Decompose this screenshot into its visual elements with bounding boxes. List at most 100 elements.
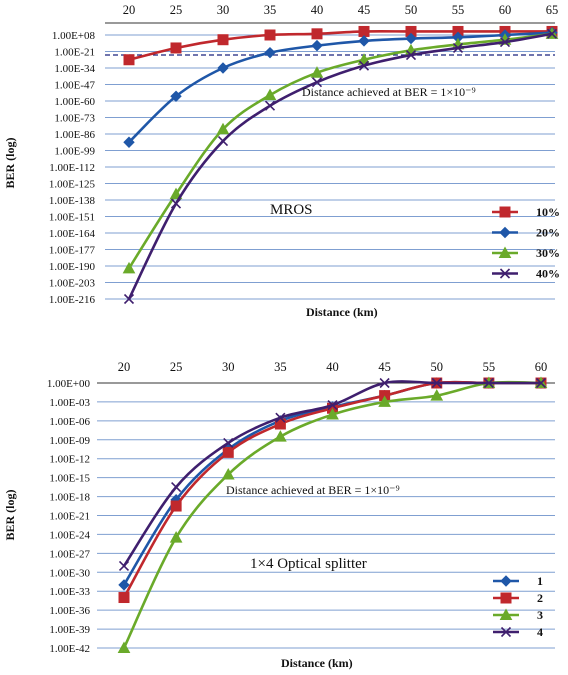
- legend-item: 10%: [492, 205, 560, 219]
- x-tick-label: 20: [118, 360, 131, 374]
- x-tick-label: 40: [311, 3, 324, 17]
- y-tick-label: 1.00E-30: [49, 567, 90, 579]
- legend-label: 3: [537, 608, 543, 622]
- y-tick-label: 1.00E-34: [54, 63, 95, 75]
- y-tick-label: 1.00E-21: [54, 47, 95, 59]
- x-tick-label: 60: [499, 3, 512, 17]
- chart1-xlabel: Distance (km): [306, 305, 378, 319]
- x-tick-label: 30: [217, 3, 230, 17]
- y-tick-label: 1.00E-138: [49, 195, 96, 207]
- chart1-y-ticks: 1.00E+08 1.00E-21 1.00E-34 1.00E-47 1.00E-60…: [49, 30, 96, 306]
- x-tick-label: 30: [222, 360, 235, 374]
- y-tick-label: 1.00E+00: [47, 378, 91, 390]
- y-tick-label: 1.00E-203: [49, 278, 96, 290]
- legend-marker: [499, 268, 511, 279]
- x-tick-label: 45: [358, 3, 371, 17]
- data-point: [274, 430, 287, 442]
- data-point: [118, 560, 130, 572]
- series-line: [127, 32, 553, 270]
- legend-label: 10%: [536, 205, 560, 219]
- y-tick-label: 1.00E-164: [49, 228, 96, 240]
- data-point: [327, 400, 338, 411]
- data-point: [118, 579, 130, 591]
- legend-label: 40%: [536, 267, 560, 281]
- data-point: [264, 100, 276, 111]
- data-point: [483, 377, 494, 389]
- data-point: [217, 34, 229, 46]
- y-tick-label: 1.00E+08: [52, 30, 96, 42]
- data-point: [358, 35, 370, 47]
- legend-label: 30%: [536, 246, 560, 260]
- x-tick-label: 25: [170, 3, 183, 17]
- y-tick-label: 1.00E-125: [49, 179, 96, 191]
- y-tick-label: 1.00E-09: [49, 435, 90, 447]
- legend-marker: [500, 626, 512, 638]
- legend-item: 1: [493, 574, 543, 588]
- chart2-annotation-splitter: 1×4 Optical splitter: [250, 556, 367, 572]
- chart2-xlabel: Distance (km): [281, 656, 353, 670]
- x-tick-label: 20: [123, 3, 136, 17]
- data-point: [217, 136, 229, 147]
- series-10%: [123, 25, 558, 66]
- chart2-legend: 1 2 3 4: [493, 574, 543, 639]
- legend-item: 4: [493, 625, 543, 639]
- legend-label: 2: [537, 591, 543, 605]
- y-tick-label: 1.00E-47: [54, 80, 95, 92]
- legend-item: 30%: [492, 246, 560, 260]
- data-point: [546, 28, 558, 39]
- y-tick-label: 1.00E-06: [49, 416, 90, 428]
- x-tick-label: 55: [452, 3, 465, 17]
- chart2-ylabel: BER (log): [3, 489, 17, 540]
- y-tick-label: 1.00E-216: [49, 294, 96, 306]
- data-point: [122, 261, 136, 274]
- data-point: [223, 437, 234, 449]
- data-point: [170, 42, 182, 54]
- data-point: [170, 198, 182, 209]
- y-tick-label: 1.00E-190: [49, 261, 96, 273]
- y-tick-label: 1.00E-73: [54, 113, 95, 125]
- chart2-series: [117, 376, 548, 653]
- legend-marker: [498, 246, 512, 258]
- y-tick-label: 1.00E-21: [49, 511, 90, 523]
- data-point: [170, 500, 182, 512]
- legend-marker: [499, 226, 511, 239]
- chart-optical-splitter: 20 25 30 35 40 45 50 55 60 1.00E+001.00E-031.00E…: [3, 360, 555, 670]
- data-point: [430, 389, 444, 401]
- x-tick-label: 65: [546, 3, 559, 17]
- data-point: [118, 592, 130, 604]
- chart2-y-ticks: 1.00E+00 1.00E-03 1.00E-06 1.00E-09 1.00E-12…: [47, 378, 91, 655]
- chart1-legend: 10% 20% 30% 40%: [492, 205, 560, 281]
- data-point: [169, 531, 183, 543]
- series-line: [128, 29, 552, 62]
- chart1-annotation-mros: MROS: [270, 202, 313, 218]
- series-4: [118, 377, 547, 572]
- y-tick-label: 1.00E-99: [54, 146, 95, 158]
- y-tick-label: 1.00E-27: [49, 548, 90, 560]
- data-point: [170, 90, 182, 102]
- x-tick-label: 50: [405, 3, 418, 17]
- data-point: [264, 46, 276, 59]
- data-point: [311, 28, 323, 40]
- data-point: [264, 29, 276, 41]
- data-point: [358, 25, 370, 37]
- y-tick-label: 1.00E-33: [49, 586, 90, 598]
- x-tick-label: 45: [378, 360, 391, 374]
- chart2-annotation-ber: Distance achieved at BER = 1×10⁻⁹: [226, 483, 400, 497]
- chart1-series: [122, 25, 559, 305]
- y-tick-label: 1.00E-177: [49, 245, 96, 257]
- x-tick-label: 25: [170, 360, 183, 374]
- x-tick-label: 60: [535, 360, 548, 374]
- legend-marker: [499, 206, 511, 218]
- data-point: [378, 395, 391, 407]
- chart1-annotation-ber: Distance achieved at BER = 1×10⁻⁹: [302, 85, 476, 99]
- legend-item: 20%: [492, 226, 560, 240]
- data-point: [221, 467, 235, 480]
- data-point: [535, 377, 547, 389]
- y-tick-label: 1.00E-15: [49, 473, 90, 485]
- data-point: [217, 62, 229, 74]
- x-tick-label: 35: [264, 3, 277, 17]
- data-point: [431, 377, 442, 389]
- series-20%: [123, 26, 558, 148]
- x-tick-label: 55: [483, 360, 496, 374]
- y-tick-label: 1.00E-12: [49, 454, 90, 466]
